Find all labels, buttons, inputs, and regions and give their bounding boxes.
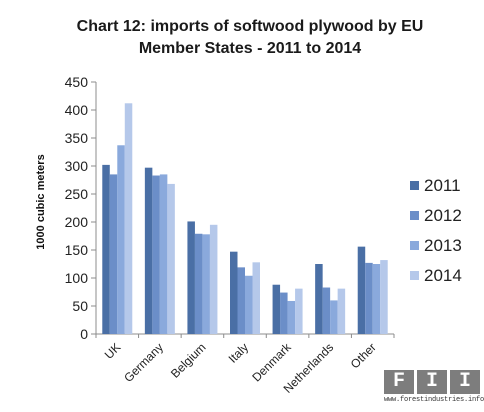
bar	[338, 289, 346, 334]
y-tick-label: 400	[65, 102, 89, 118]
y-tick-label: 450	[65, 74, 89, 90]
bar	[288, 301, 296, 334]
y-tick-label: 300	[65, 158, 89, 174]
legend-label: 2013	[424, 236, 462, 255]
bar	[253, 262, 261, 334]
legend-label: 2014	[424, 266, 462, 285]
bar	[380, 260, 388, 334]
bar	[117, 145, 125, 334]
x-tick-label: Other	[348, 340, 379, 371]
y-tick-label: 200	[65, 214, 89, 230]
bar	[373, 264, 381, 334]
y-tick-label: 0	[80, 326, 88, 342]
bar	[195, 234, 203, 334]
bar	[145, 168, 153, 334]
legend-label: 2011	[424, 176, 461, 195]
bar	[245, 276, 253, 334]
y-tick-label: 50	[72, 298, 88, 314]
bar	[323, 288, 331, 334]
y-tick-label: 150	[65, 242, 89, 258]
legend-swatch	[410, 271, 419, 280]
bar	[230, 252, 238, 334]
bar	[167, 184, 175, 334]
bar	[238, 267, 246, 334]
bar	[315, 264, 323, 334]
y-tick-label: 250	[65, 186, 89, 202]
legend-swatch	[410, 211, 419, 220]
x-tick-label: Italy	[226, 340, 251, 365]
bar	[202, 234, 210, 334]
x-tick-label: Belgium	[168, 340, 209, 381]
bar	[330, 300, 338, 334]
bar	[102, 165, 110, 334]
legend-swatch	[410, 181, 419, 190]
bar	[187, 221, 195, 334]
bar	[295, 289, 303, 334]
bar	[125, 103, 132, 334]
logo-url: www.forestindustries.info	[384, 396, 480, 404]
logo-letter: I	[450, 370, 480, 394]
bar	[273, 285, 281, 334]
y-tick-label: 350	[65, 130, 89, 146]
x-tick-label: Germany	[121, 340, 166, 385]
y-tick-label: 100	[65, 270, 89, 286]
x-tick-label: UK	[102, 340, 124, 362]
bar	[110, 174, 118, 334]
bar	[210, 225, 218, 334]
logo-letter: F	[384, 370, 414, 394]
fii-logo: F I I www.forestindustries.info	[384, 370, 480, 408]
legend-swatch	[410, 241, 419, 250]
legend-label: 2012	[424, 206, 462, 225]
bar	[365, 263, 373, 334]
bar	[358, 247, 366, 334]
logo-letter: I	[417, 370, 447, 394]
bar	[160, 174, 168, 334]
bar	[280, 293, 288, 334]
bar	[152, 176, 160, 334]
